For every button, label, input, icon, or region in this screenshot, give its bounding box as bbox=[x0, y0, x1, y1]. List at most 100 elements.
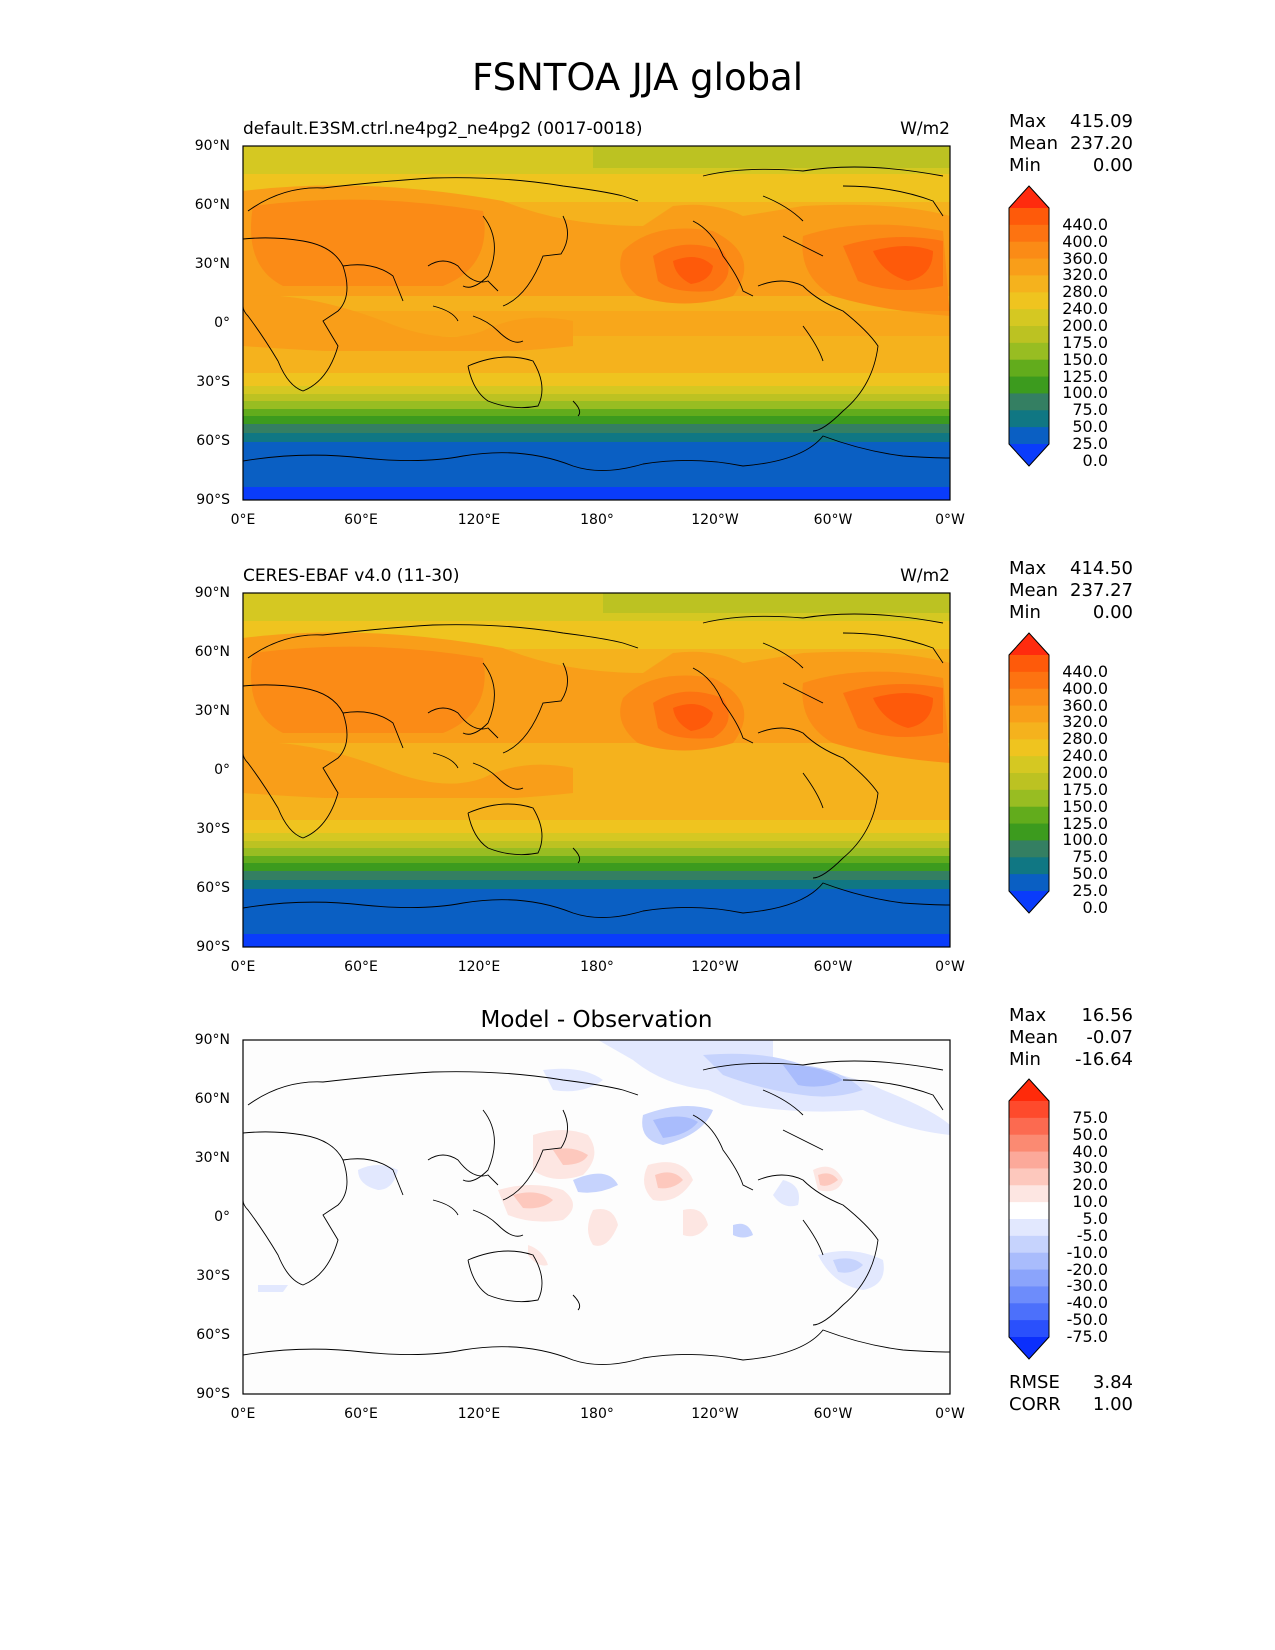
colorbar-segment bbox=[1009, 393, 1049, 411]
colorbar-segment bbox=[1009, 688, 1049, 707]
panel-3-lat-tick: 30°N bbox=[194, 1150, 230, 1166]
panel-3-lat-tick: 90°S bbox=[196, 1386, 230, 1402]
colorbar-extend-min bbox=[1009, 891, 1049, 913]
colorbar-segment bbox=[1009, 208, 1049, 226]
colorbar-tick-label: 150.0 bbox=[1062, 349, 1108, 369]
colorbar-tick-label: 440.0 bbox=[1062, 661, 1108, 681]
panel-1-lat-tick: 60°S bbox=[196, 433, 230, 449]
colorbar-tick-label: 20.0 bbox=[1072, 1175, 1108, 1195]
panel-1-lat-tick: 30°N bbox=[194, 256, 230, 272]
colorbar-tick-label: 50.0 bbox=[1072, 417, 1108, 437]
colorbar-tick-label: 40.0 bbox=[1072, 1141, 1108, 1161]
panel-3-colorbar bbox=[1008, 1078, 1050, 1360]
colorbar-segment bbox=[1009, 359, 1049, 378]
colorbar-extend-min bbox=[1009, 444, 1049, 466]
colorbar-tick-label: 25.0 bbox=[1072, 434, 1108, 453]
panel-1-lon-tick: 60°W bbox=[813, 512, 853, 528]
colorbar-tick-label: -50.0 bbox=[1066, 1310, 1108, 1330]
panel-2-field bbox=[243, 593, 950, 947]
colorbar-segment bbox=[1009, 671, 1049, 690]
colorbar-segment bbox=[1009, 1117, 1049, 1136]
colorbar-segment bbox=[1009, 789, 1049, 808]
stat-min-value: 0.00 bbox=[1092, 602, 1133, 623]
stat-min-label: Min bbox=[1009, 1049, 1041, 1070]
colorbar-segment bbox=[1009, 376, 1049, 394]
colorbar-tick-label: 0.0 bbox=[1082, 450, 1108, 470]
panel-2-lat-tick: 60°S bbox=[196, 880, 230, 896]
stat-min-value: 0.00 bbox=[1092, 155, 1133, 176]
colorbar-tick-label: 50.0 bbox=[1072, 864, 1108, 884]
panel-3-map bbox=[242, 1039, 951, 1395]
panel-2-lon-tick: 0°W bbox=[935, 959, 965, 975]
panel-2-frame bbox=[242, 592, 951, 948]
panel-1-lat-tick: 60°N bbox=[194, 197, 230, 213]
panel-2-lat-tick: 30°N bbox=[194, 703, 230, 719]
colorbar-segment bbox=[1009, 427, 1049, 445]
stat-mean-label: Mean bbox=[1009, 133, 1059, 154]
panel-3-lat-tick: 60°N bbox=[194, 1091, 230, 1107]
colorbar-tick-label: 320.0 bbox=[1062, 265, 1108, 285]
colorbar-tick-label: 25.0 bbox=[1072, 881, 1108, 900]
stat-mean-label: Mean bbox=[1009, 580, 1059, 601]
colorbar-segment bbox=[1009, 292, 1049, 310]
colorbar-segment bbox=[1009, 705, 1049, 723]
colorbar-tick-label: 400.0 bbox=[1062, 678, 1108, 698]
panel-2-colorbar bbox=[1008, 632, 1050, 914]
stat-mean-label: Mean bbox=[1009, 1027, 1059, 1048]
colorbar-tick-label: -30.0 bbox=[1066, 1276, 1108, 1296]
colorbar-tick-label: 75.0 bbox=[1072, 847, 1108, 867]
colorbar-tick-label: 240.0 bbox=[1062, 299, 1108, 319]
stat-max-value: 415.09 bbox=[1070, 111, 1133, 132]
colorbar-tick-label: 75.0 bbox=[1072, 400, 1108, 420]
panel-1-lon-tick: 120°E bbox=[457, 512, 501, 528]
colorbar-tick-label: 50.0 bbox=[1072, 1124, 1108, 1144]
panel-2-lat-tick: 30°S bbox=[196, 821, 230, 837]
panel-2-lon-tick: 60°W bbox=[813, 959, 853, 975]
panel-3-lon-tick: 120°W bbox=[691, 1406, 739, 1422]
colorbar-segment bbox=[1009, 309, 1049, 327]
colorbar-segment bbox=[1009, 739, 1049, 757]
colorbar-tick-label: -20.0 bbox=[1066, 1259, 1108, 1279]
panel-1-map bbox=[242, 145, 951, 501]
colorbar-tick-label: 280.0 bbox=[1062, 282, 1108, 302]
colorbar-tick-label: 125.0 bbox=[1062, 813, 1108, 833]
colorbar-segment bbox=[1009, 1286, 1049, 1304]
colorbar-outline bbox=[1008, 632, 1050, 914]
colorbar-tick-label: 200.0 bbox=[1062, 316, 1108, 335]
colorbar-tick-label: 30.0 bbox=[1072, 1158, 1108, 1178]
colorbar-segment bbox=[1009, 410, 1049, 428]
colorbar-tick-label: 175.0 bbox=[1062, 779, 1108, 799]
panel-3-lon-tick: 60°E bbox=[344, 1406, 378, 1422]
panel-2-title: CERES-EBAF v4.0 (11-30) bbox=[243, 566, 460, 586]
colorbar-tick-label: 5.0 bbox=[1082, 1209, 1108, 1228]
panel-1-stats: Max 415.09 Mean 237.20 Min 0.00 bbox=[1009, 111, 1133, 177]
panel-3-lat-tick: 90°N bbox=[194, 1032, 230, 1048]
colorbar-extend-max bbox=[1009, 1079, 1049, 1101]
stat-max-value: 16.56 bbox=[1081, 1005, 1133, 1026]
colorbar-segment bbox=[1009, 1303, 1049, 1321]
colorbar-tick-label: 360.0 bbox=[1062, 695, 1108, 715]
colorbar-tick-label: 0.0 bbox=[1082, 897, 1108, 917]
colorbar-segment bbox=[1009, 722, 1049, 740]
panel-2-lat-tick: 0° bbox=[214, 762, 230, 778]
colorbar-outline bbox=[1008, 185, 1050, 467]
colorbar-segment bbox=[1009, 1252, 1049, 1271]
panel-2-stats: Max 414.50 Mean 237.27 Min 0.00 bbox=[1009, 558, 1133, 624]
panel-3-lon-tick: 180° bbox=[580, 1406, 614, 1422]
colorbar-segment bbox=[1009, 840, 1049, 858]
panel-3-title: Model - Observation bbox=[480, 1007, 713, 1033]
colorbar-tick-label: 240.0 bbox=[1062, 746, 1108, 766]
panel-1-coastlines bbox=[242, 166, 951, 471]
rmse-value: 3.84 bbox=[1092, 1372, 1133, 1393]
colorbar-segment bbox=[1009, 1269, 1049, 1287]
colorbar-segment bbox=[1009, 342, 1049, 361]
colorbar-tick-label: 10.0 bbox=[1072, 1192, 1108, 1212]
panel-3-coastlines bbox=[242, 1060, 951, 1365]
colorbar-segment bbox=[1009, 258, 1049, 276]
colorbar-segment bbox=[1009, 857, 1049, 875]
panel-1-title: default.E3SM.ctrl.ne4pg2_ne4pg2 (0017-00… bbox=[243, 119, 643, 139]
panel-1-colorbar bbox=[1008, 185, 1050, 467]
colorbar-tick-label: -75.0 bbox=[1066, 1327, 1108, 1346]
panel-2-lon-tick: 60°E bbox=[344, 959, 378, 975]
panel-1-lon-tick: 180° bbox=[580, 512, 614, 528]
